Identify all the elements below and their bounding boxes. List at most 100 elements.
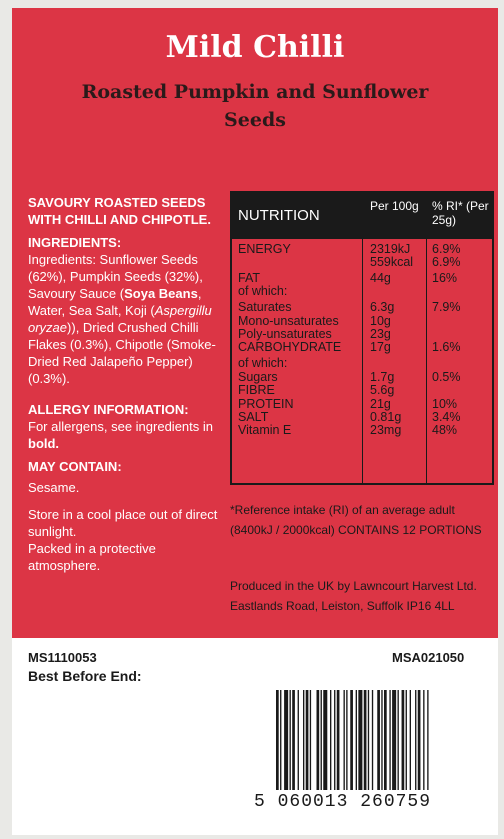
- product-headline: SAVOURY ROASTED SEEDS WITH CHILLI AND CH…: [28, 195, 211, 227]
- barcode-bar: [358, 690, 363, 790]
- producer-address: Produced in the UK by Lawncourt Harvest …: [230, 579, 477, 613]
- ri-value: 48%: [432, 423, 458, 437]
- barcode-number: 5 060013 260759: [254, 792, 432, 812]
- barcode-bar: [323, 690, 328, 790]
- nutrition-row: 559kcal 6.9%: [232, 256, 492, 269]
- nutrient-name: Saturates: [238, 300, 292, 314]
- nutrition-row: SALT 0.81g 3.4%: [232, 411, 492, 424]
- barcode-bar: [305, 690, 309, 790]
- barcode-bar: [427, 690, 429, 790]
- ri-header: % RI* (Per 25g): [432, 199, 489, 227]
- ri-value: 1.6%: [432, 340, 461, 354]
- barcode-bar: [389, 690, 391, 790]
- per-100g-value: 2319kJ: [370, 242, 411, 256]
- barcode-bar: [401, 690, 405, 790]
- nutrition-row: Poly-unsaturates 23g: [232, 328, 492, 341]
- ri-value: 0.5%: [432, 370, 461, 384]
- nutrition-row: Mono-unsaturates 10g: [232, 315, 492, 328]
- barcode-bar: [309, 690, 312, 790]
- allergy-bold: bold.: [28, 436, 60, 451]
- barcode-bar: [350, 690, 353, 790]
- nutrition-row: FAT 44g 16%: [232, 272, 492, 285]
- per-100g-value: 6.3g: [370, 300, 395, 314]
- red-panel: [12, 8, 498, 638]
- per-100g-value: 44g: [370, 271, 391, 285]
- barcode-bar: [316, 690, 320, 790]
- nutrient-name: Sugars: [238, 370, 278, 384]
- barcode-bar: [363, 690, 367, 790]
- per-100g-value: 21g: [370, 397, 391, 411]
- barcode-bar: [367, 690, 370, 790]
- per-100g-value: 23mg: [370, 423, 402, 437]
- nutrient-name: of which:: [238, 284, 288, 298]
- barcode-bar: [280, 690, 282, 790]
- nutrient-name: CARBOHYDRATE: [238, 340, 342, 354]
- barcode-bar: [355, 690, 357, 790]
- barcode-bar: [384, 690, 387, 790]
- per-100g-value: 559kcal: [370, 255, 414, 269]
- packed-text: Packed in a protective atmosphere.: [28, 541, 156, 573]
- storage-text: Store in a cool place out of direct sunl…: [28, 507, 218, 539]
- nutrition-row: Sugars 1.7g 0.5%: [232, 371, 492, 384]
- per-100g-value: 10g: [370, 314, 391, 328]
- ri-value: 16%: [432, 271, 458, 285]
- barcode: [276, 690, 429, 790]
- nutrient-name: Mono-unsaturates: [238, 314, 339, 328]
- barcode-bar: [320, 690, 322, 790]
- nutrition-row: Saturates 6.3g 7.9%: [232, 301, 492, 314]
- may-contain-text: Sesame.: [28, 480, 80, 495]
- nutrient-name: Vitamin E: [238, 423, 292, 437]
- per-100g-value: 5.6g: [370, 383, 395, 397]
- nutrition-row: Vitamin E 23mg 48%: [232, 424, 492, 437]
- barcode-bar: [330, 690, 332, 790]
- barcode-bar: [423, 690, 425, 790]
- barcode-bar: [297, 690, 299, 790]
- per-100g-value: 0.81g: [370, 410, 402, 424]
- barcode-bar: [303, 690, 305, 790]
- nutrient-name: FAT: [238, 271, 260, 285]
- nutrition-header: NUTRITION Per 100g % RI* (Per 25g): [232, 193, 492, 239]
- ri-value: 3.4%: [432, 410, 461, 424]
- nutrition-row: FIBRE 5.6g: [232, 384, 492, 397]
- column-divider: [426, 239, 427, 483]
- barcode-bar: [343, 690, 345, 790]
- ingredients-part: )), Dried Crushed Chilli Flakes (0.3%), …: [28, 320, 216, 386]
- product-title: Mild Chilli: [165, 30, 345, 65]
- barcode-bar: [276, 690, 279, 790]
- nutrition-row: of which:: [232, 357, 492, 370]
- allergy-heading: ALLERGY INFORMATION:: [28, 402, 189, 417]
- product-label: Mild Chilli Roasted Pumpkin and Sunflowe…: [12, 8, 498, 835]
- nutrient-name: FIBRE: [238, 383, 275, 397]
- nutrient-name: Poly-unsaturates: [238, 327, 332, 341]
- product-code-left: MS1110053: [28, 650, 97, 665]
- barcode-bar: [377, 690, 380, 790]
- nutrition-row: CARBOHYDRATE 17g 1.6%: [232, 341, 492, 354]
- nutrition-title: NUTRITION: [238, 207, 320, 224]
- nutrient-name: SALT: [238, 410, 269, 424]
- ri-footnote: *Reference intake (RI) of an average adu…: [230, 503, 482, 537]
- ingredients-text: Ingredients: Sunflower Seeds (62%), Pump…: [28, 251, 228, 387]
- per-100g-header: Per 100g: [370, 199, 419, 213]
- barcode-bar: [336, 690, 340, 790]
- ri-value: 10%: [432, 397, 458, 411]
- nutrient-name: ENERGY: [238, 242, 291, 256]
- nutrition-row: ENERGY 2319kJ 6.9%: [232, 243, 492, 256]
- nutrition-row: of which:: [232, 285, 492, 298]
- ri-value: 6.9%: [432, 255, 461, 269]
- allergy-text: For allergens, see ingredients in bold.: [28, 418, 228, 452]
- column-divider: [362, 239, 363, 483]
- barcode-bar: [397, 690, 399, 790]
- nutrient-name: of which:: [238, 356, 288, 370]
- barcode-bar: [415, 690, 417, 790]
- ri-value: 6.9%: [432, 242, 461, 256]
- product-code-right: MSA021050: [392, 650, 465, 665]
- barcode-bar: [292, 690, 295, 790]
- best-before-label: Best Before End:: [28, 668, 142, 684]
- nutrition-row: PROTEIN 21g 10%: [232, 398, 492, 411]
- ingredients-panel: SAVOURY ROASTED SEEDS WITH CHILLI AND CH…: [28, 194, 228, 574]
- allergy-note: For allergens, see ingredients in: [28, 419, 213, 434]
- allergen-soya: Soya Beans: [124, 286, 198, 301]
- barcode-bar: [392, 690, 397, 790]
- per-100g-value: 1.7g: [370, 370, 395, 384]
- ingredients-latin: Aspergillu oryzae: [28, 303, 212, 335]
